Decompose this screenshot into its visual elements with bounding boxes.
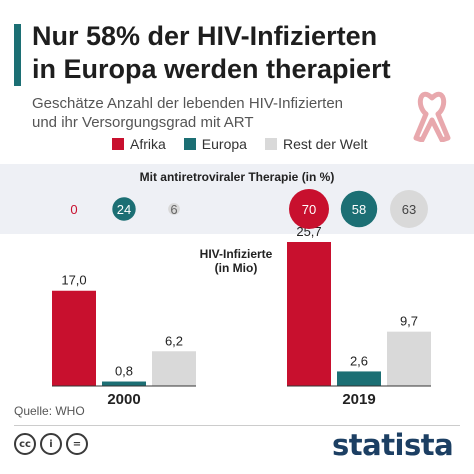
category-label-2019: 2019 xyxy=(342,391,375,408)
bar-2000-1 xyxy=(102,381,146,386)
legend-item-afrika: Afrika xyxy=(112,136,166,152)
legend-swatch-rest xyxy=(264,138,277,150)
therapy-circle-2019-0 xyxy=(289,189,329,229)
legend-label-rest: Rest der Welt xyxy=(282,136,368,152)
therapy-label-2000-2: 6 xyxy=(170,202,177,217)
therapy-circle-2019-1 xyxy=(340,190,378,228)
ylabel-line-2: (in Mio) xyxy=(215,261,258,275)
title-line-1: Nur 58% der HIV-Infizierten xyxy=(32,21,378,51)
page-title: Nur 58% der HIV-Infizierten in Europa we… xyxy=(32,20,432,86)
data-label-2000-0: 17,0 xyxy=(61,273,86,288)
subtitle-line-2: und ihr Versorgungsgrad mit ART xyxy=(32,114,254,131)
data-label-2000-2: 6,2 xyxy=(165,333,183,348)
bar-2000-0 xyxy=(52,290,96,386)
legend-label-europa: Europa xyxy=(201,136,247,152)
therapy-circle-2000-2 xyxy=(168,203,180,215)
bar-2019-2 xyxy=(387,331,431,386)
bar-2000-2 xyxy=(152,351,196,386)
therapy-circle-2000-1 xyxy=(112,197,136,221)
legend: Afrika Europa Rest der Welt xyxy=(112,136,386,152)
data-label-2019-2: 9,7 xyxy=(400,314,418,329)
data-label-2019-1: 2,6 xyxy=(350,353,368,368)
legend-swatch-europa xyxy=(183,138,196,150)
nd-icon: = xyxy=(66,433,88,455)
legend-label-afrika: Afrika xyxy=(130,136,166,152)
bar-2019-1 xyxy=(337,371,381,386)
legend-item-rest: Rest der Welt xyxy=(264,136,368,152)
therapy-label-2019-0: 70 xyxy=(302,202,316,217)
title-accent-bar xyxy=(14,24,21,86)
therapy-label-2019-2: 63 xyxy=(402,202,416,217)
title-line-2: in Europa werden therapiert xyxy=(32,54,391,84)
cc-icon: cc xyxy=(14,433,36,455)
category-label-2000: 2000 xyxy=(107,391,140,408)
ribbon-icon xyxy=(413,91,451,142)
subtitle: Geschätze Anzahl der lebenden HIV-Infizi… xyxy=(32,94,392,132)
legend-item-europa: Europa xyxy=(183,136,247,152)
bar-2019-0 xyxy=(287,242,331,386)
data-label-2000-1: 0,8 xyxy=(115,364,133,379)
therapy-label-2000-0: 0 xyxy=(70,202,77,217)
subtitle-line-1: Geschätze Anzahl der lebenden HIV-Infizi… xyxy=(32,95,344,112)
license-icons: cc i = xyxy=(14,433,92,455)
by-icon: i xyxy=(40,433,62,455)
ylabel-line-1: HIV-Infizierte xyxy=(200,247,273,261)
therapy-circle-2019-2 xyxy=(390,190,428,228)
brand-logo: statista xyxy=(332,428,454,462)
source-note: Quelle: WHO xyxy=(14,404,85,418)
legend-swatch-afrika xyxy=(112,138,124,150)
footer-divider xyxy=(14,425,460,426)
therapy-label-2019-1: 58 xyxy=(352,202,366,217)
therapy-label-2000-1: 24 xyxy=(117,202,131,217)
therapy-title: Mit antiretroviraler Therapie (in %) xyxy=(139,170,335,184)
